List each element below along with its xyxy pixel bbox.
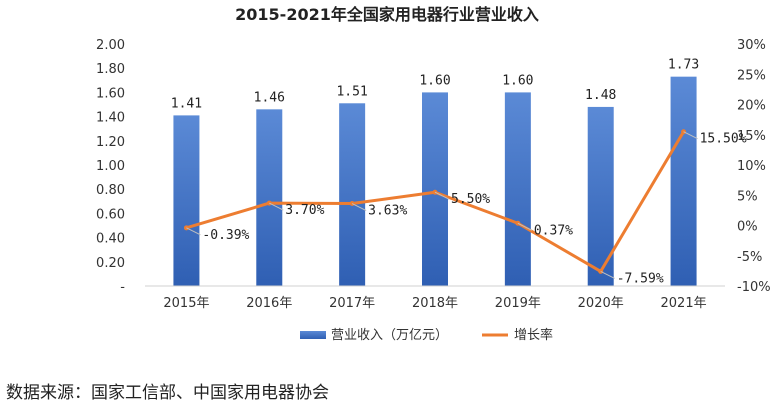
bar-value-label: 1.60 — [419, 73, 450, 88]
source-note: 数据来源：国家工信部、中国家用电器协会 — [6, 383, 329, 403]
growth-label-leader — [600, 270, 615, 279]
x-tick-label: 2015年 — [163, 296, 209, 311]
bar-revenue — [587, 106, 614, 286]
y-right-tick-label: 15% — [737, 129, 766, 144]
y-right-tick-label: 25% — [737, 68, 766, 83]
bar-value-label: 1.48 — [585, 88, 616, 103]
y-right-tick-label: 0% — [737, 220, 758, 235]
y-left-tick-label: 0.60 — [96, 207, 125, 222]
growth-rate-label: -0.39% — [202, 228, 249, 243]
y-left-tick-label: - — [120, 280, 125, 295]
x-tick-label: 2016年 — [246, 296, 292, 311]
y-left-tick-label: 1.20 — [96, 135, 125, 150]
legend-label-revenue: 营业收入（万亿元） — [331, 328, 448, 343]
growth-label-leader — [351, 203, 367, 211]
y-left-tick-label: 1.00 — [96, 159, 125, 174]
bar-revenue — [256, 109, 283, 286]
bar-revenue — [670, 76, 697, 286]
y-right-tick-label: 5% — [737, 189, 758, 204]
chart-title: 2015-2021年全国家用电器行业营业收入 — [235, 5, 539, 24]
growth-label-leader — [186, 227, 201, 236]
bar-value-label: 1.73 — [668, 58, 699, 73]
y-left-tick-label: 1.40 — [96, 111, 125, 126]
y-left-tick-label: 1.60 — [96, 86, 125, 101]
bar-value-label: 1.60 — [502, 73, 533, 88]
y-right-tick-label: 10% — [737, 159, 766, 174]
growth-rate-label: -7.59% — [617, 271, 664, 286]
x-tick-label: 2020年 — [578, 296, 624, 311]
y-right-tick-label: -5% — [737, 250, 762, 265]
growth-rate-label: 3.70% — [285, 203, 324, 218]
y-left-tick-label: 0.20 — [96, 256, 125, 271]
bar-revenue — [422, 92, 448, 287]
growth-rate-label: 3.63% — [368, 204, 407, 219]
x-tick-label: 2017年 — [329, 296, 375, 311]
y-left-tick-label: 2.00 — [96, 38, 125, 53]
growth-label-leader — [683, 131, 698, 140]
legend-swatch-revenue — [300, 331, 326, 339]
y-right-tick-label: 30% — [737, 38, 766, 53]
bar-revenue — [173, 115, 200, 286]
bar-revenue — [504, 92, 531, 287]
x-tick-label: 2019年 — [495, 296, 541, 311]
growth-rate-label: 0.37% — [534, 223, 573, 238]
y-left-tick-label: 1.80 — [96, 62, 125, 77]
bar-value-label: 1.51 — [336, 84, 367, 99]
growth-label-leader — [434, 191, 450, 200]
legend-label-growth: 增长率 — [514, 327, 553, 343]
x-tick-label: 2018年 — [412, 296, 458, 311]
bar-value-label: 1.46 — [254, 90, 285, 105]
growth-rate-label: 15.50% — [700, 132, 747, 147]
x-tick-label: 2021年 — [661, 296, 707, 311]
y-left-tick-label: 0.80 — [96, 183, 125, 198]
growth-label-leader — [517, 222, 533, 231]
growth-rate-label: 5.50% — [451, 192, 490, 207]
y-left-tick-label: 0.40 — [96, 232, 125, 247]
bar-revenue — [339, 103, 366, 286]
bar-value-label: 1.41 — [171, 96, 202, 111]
growth-label-leader — [269, 202, 284, 211]
y-right-tick-label: 20% — [737, 99, 766, 114]
y-right-tick-label: -10% — [737, 280, 771, 295]
